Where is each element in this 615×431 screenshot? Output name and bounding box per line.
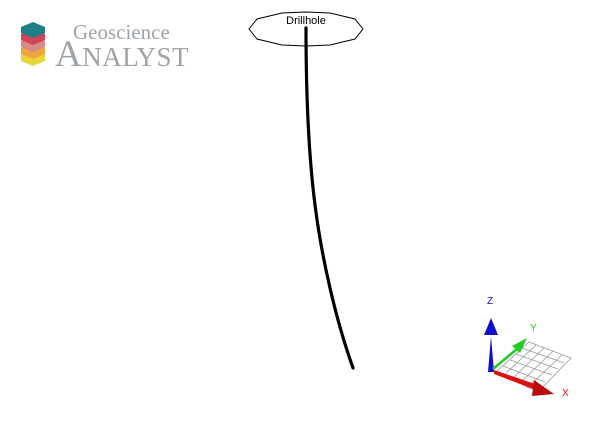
triad-grid-line xyxy=(509,359,553,376)
y-axis-label: Y xyxy=(530,323,537,334)
orientation-triad: Z Y X xyxy=(484,296,572,399)
x-axis-head xyxy=(532,380,554,396)
drillhole-collar[interactable]: Drillhole xyxy=(248,11,364,47)
z-axis-shaft xyxy=(488,336,494,372)
triad-grid-plane xyxy=(495,341,572,393)
drillhole-trace[interactable] xyxy=(304,26,355,370)
triad-grid-line xyxy=(510,347,545,381)
logo-text-analyst-rest: NALYST xyxy=(82,42,190,72)
drillhole-label: Drillhole xyxy=(286,15,326,27)
drillhole-label-ellipse xyxy=(248,11,364,47)
y-axis-shaft xyxy=(492,347,519,370)
logo-text-analyst-initial: A xyxy=(55,34,83,75)
geoscience-analyst-logo: Geoscience ANALYST xyxy=(17,20,197,75)
y-axis-head xyxy=(512,338,527,353)
x-axis-label: X xyxy=(562,388,569,399)
triad-grid-line xyxy=(502,365,546,383)
z-axis-head xyxy=(484,318,498,335)
layer-stack-icon xyxy=(21,22,45,66)
triad-grid-line xyxy=(521,347,565,364)
logo-layer-1 xyxy=(21,22,45,38)
triad-grid-line xyxy=(515,353,559,370)
x-axis-shaft xyxy=(494,370,538,390)
logo-text-analyst: ANALYST xyxy=(55,33,189,76)
logo-text-geoscience: Geoscience xyxy=(73,20,170,44)
triad-grid-line xyxy=(518,350,554,385)
z-axis-label: Z xyxy=(487,296,493,307)
triad-grid-line xyxy=(502,344,537,377)
